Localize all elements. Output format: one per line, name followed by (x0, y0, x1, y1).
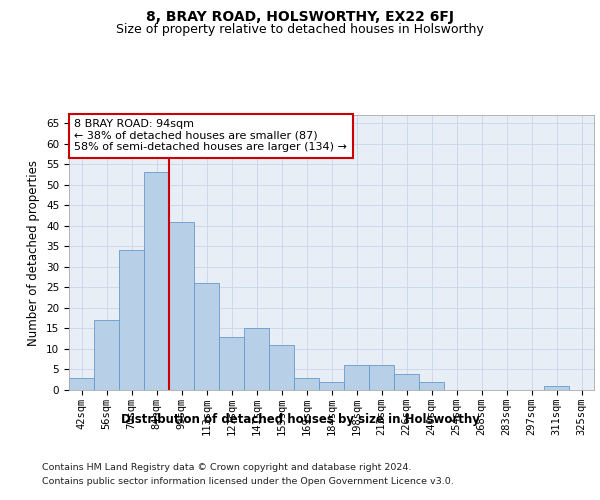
Bar (419, 382, 444, 390)
Text: Distribution of detached houses by size in Holsworthy: Distribution of detached houses by size … (121, 412, 479, 426)
Text: Contains HM Land Registry data © Crown copyright and database right 2024.: Contains HM Land Registry data © Crown c… (42, 462, 412, 471)
Y-axis label: Number of detached properties: Number of detached properties (28, 160, 40, 346)
Bar (194, 284, 219, 390)
Bar (119, 250, 144, 390)
Bar (219, 336, 244, 390)
Bar (169, 222, 194, 390)
Bar (544, 386, 569, 390)
Text: 8, BRAY ROAD, HOLSWORTHY, EX22 6FJ: 8, BRAY ROAD, HOLSWORTHY, EX22 6FJ (146, 10, 454, 24)
Bar (144, 172, 169, 390)
Text: 8 BRAY ROAD: 94sqm
← 38% of detached houses are smaller (87)
58% of semi-detache: 8 BRAY ROAD: 94sqm ← 38% of detached hou… (74, 119, 347, 152)
Text: Size of property relative to detached houses in Holsworthy: Size of property relative to detached ho… (116, 22, 484, 36)
Bar (394, 374, 419, 390)
Text: Contains public sector information licensed under the Open Government Licence v3: Contains public sector information licen… (42, 478, 454, 486)
Bar (369, 366, 394, 390)
Bar (269, 345, 294, 390)
Bar (244, 328, 269, 390)
Bar (94, 320, 119, 390)
Bar (319, 382, 344, 390)
Bar (344, 366, 369, 390)
Bar (69, 378, 94, 390)
Bar (294, 378, 319, 390)
